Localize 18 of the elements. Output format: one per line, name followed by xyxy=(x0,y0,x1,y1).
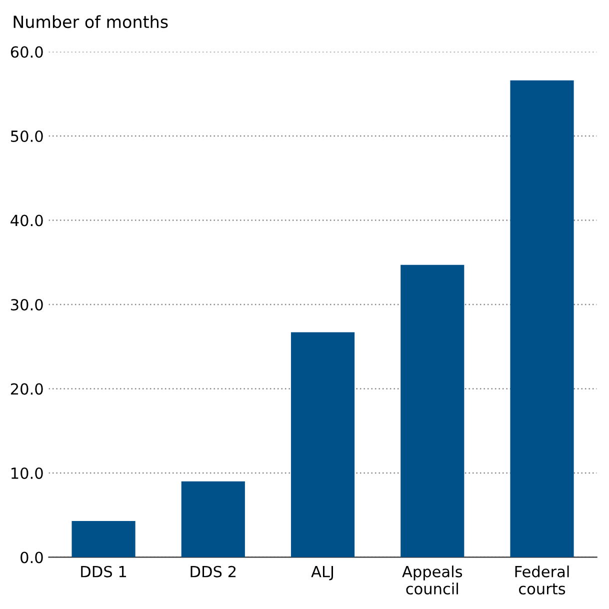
y-tick-label: 40.0 xyxy=(10,214,43,226)
x-tick-label: ALJ xyxy=(311,566,334,580)
bar xyxy=(72,521,136,558)
y-tick-label: 0.0 xyxy=(20,552,43,564)
y-tick-label: 10.0 xyxy=(12,467,43,480)
x-tick-label: DDS 1 xyxy=(81,566,126,578)
x-tick-label: DDS 2 xyxy=(190,566,236,578)
bar xyxy=(181,481,245,558)
bar xyxy=(400,264,464,558)
y-tick-label: 20.0 xyxy=(10,383,43,395)
y-axis-title: Number of months xyxy=(14,15,168,28)
y-tick-label: 50.0 xyxy=(11,130,43,142)
y-tick-label: 60.0 xyxy=(10,46,43,58)
x-tick-label: Federal courts xyxy=(515,566,569,594)
y-tick-label: 30.0 xyxy=(11,298,43,311)
bar xyxy=(510,80,574,558)
x-tick-label: Appeals council xyxy=(402,566,462,594)
bar xyxy=(290,332,355,558)
